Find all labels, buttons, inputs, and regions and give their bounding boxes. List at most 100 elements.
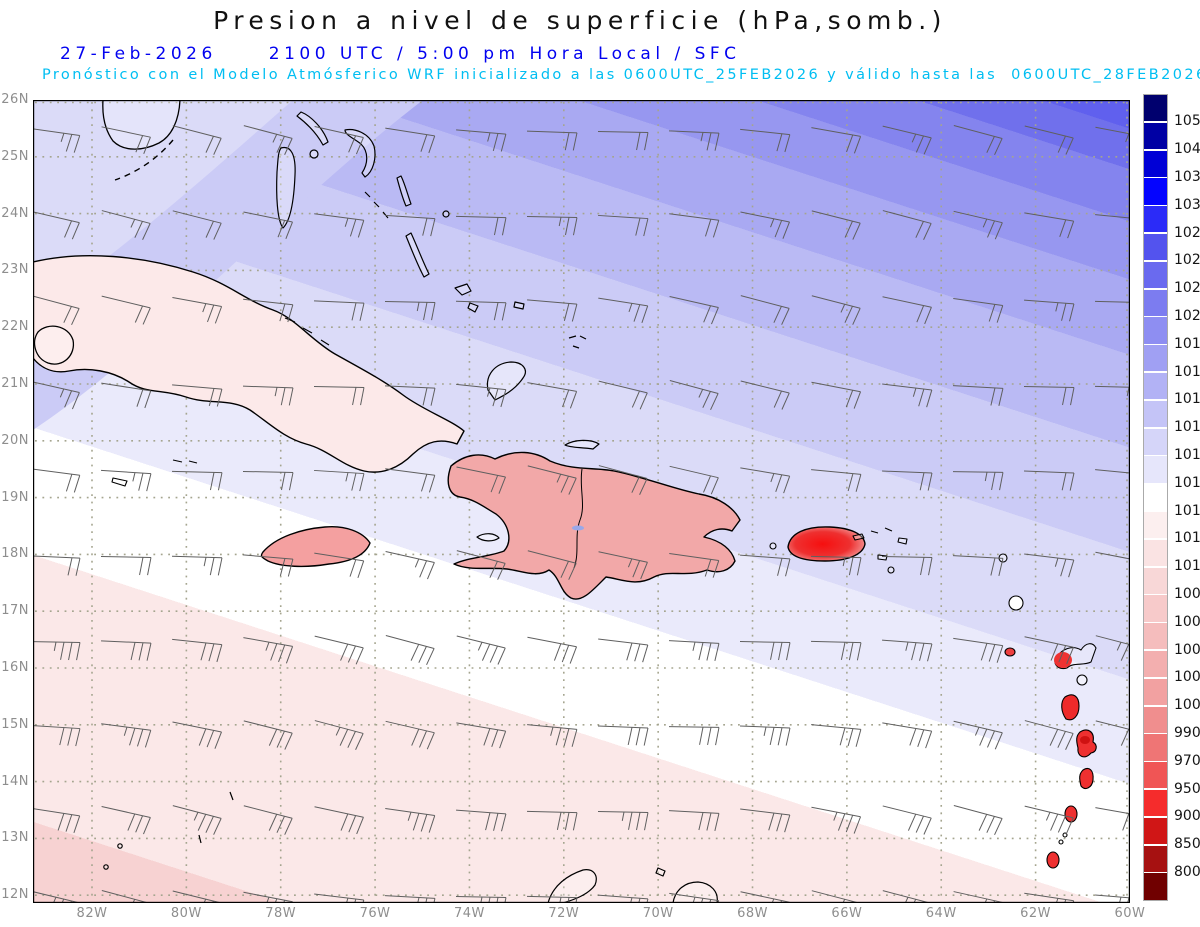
barb-tick: [73, 475, 81, 493]
wind-barb: [740, 295, 790, 325]
wind-barb: [953, 637, 1004, 663]
barb-tick: [568, 563, 577, 580]
barb-tick: [1070, 387, 1075, 406]
lesser-antilles: [998, 553, 1097, 869]
barb-tick: [564, 812, 570, 831]
wind-barb: [385, 720, 435, 750]
wind-barb: [811, 469, 862, 492]
barb-half-tick: [770, 473, 775, 483]
colorbar-label: 1010: [1174, 558, 1200, 575]
barb-tick: [1049, 729, 1059, 746]
barb-tick: [351, 472, 357, 491]
barb-tick: [493, 813, 499, 831]
lon-label: 76W: [359, 906, 391, 921]
wind-barb: [385, 807, 436, 833]
barb-half-tick: [477, 642, 483, 651]
barb-tick: [853, 816, 862, 834]
wind-barb: [172, 805, 222, 835]
barb-tick: [276, 136, 285, 153]
barb-tick: [1061, 472, 1067, 491]
barb-tick: [845, 390, 854, 408]
barb-tick: [986, 816, 995, 833]
barb-tick: [911, 642, 917, 661]
barb-tick: [1120, 729, 1130, 746]
lat-label: 15N: [1, 716, 29, 732]
colorbar-segment: [1144, 762, 1167, 789]
barb-tick: [909, 728, 917, 746]
barb-tick: [146, 473, 152, 492]
island-florida: [102, 99, 181, 181]
barb-tick: [428, 815, 436, 833]
barb-tick: [924, 307, 932, 325]
barb-tick: [770, 642, 775, 660]
barb-half-tick: [203, 557, 207, 567]
barb-tick: [143, 817, 151, 835]
barb-tick: [698, 812, 704, 831]
barb-tick: [769, 727, 775, 746]
barb-tick: [214, 731, 222, 749]
barb-tick: [775, 474, 783, 492]
barb-tick: [213, 818, 222, 835]
barb-tick: [998, 558, 1004, 577]
wind-barb: [881, 470, 933, 491]
barb-tick: [920, 557, 925, 576]
barb-tick: [699, 727, 704, 745]
barb-half-tick: [558, 217, 562, 227]
wind-barb: [243, 637, 294, 664]
barb-tick: [556, 812, 562, 830]
barb-tick: [205, 816, 214, 833]
barb-tick: [703, 475, 712, 493]
florida-keys: [114, 139, 174, 181]
barb-tick: [270, 643, 278, 661]
colorbar-label: 900: [1174, 808, 1200, 825]
barb-tick: [67, 727, 73, 746]
barb-tick: [206, 730, 215, 748]
barb-tick: [501, 302, 507, 321]
barb-tick: [1059, 219, 1067, 237]
barb-half-tick: [130, 219, 136, 228]
colorbar-label: 1013: [1174, 502, 1200, 519]
barb-tick: [501, 813, 507, 832]
colorbar-segment: [1144, 372, 1167, 400]
barb-tick: [426, 732, 435, 750]
barb-tick: [644, 132, 649, 151]
barb-tick: [714, 813, 720, 832]
barb-tick: [564, 217, 570, 236]
wind-barb: [953, 805, 1003, 835]
barb-tick: [347, 731, 356, 748]
pressure-colorbar: [1143, 94, 1168, 901]
colorbar-segment: [1144, 511, 1167, 539]
wind-barb: [30, 210, 80, 240]
barb-half-tick: [912, 387, 917, 397]
wind-barb: [952, 471, 1004, 491]
barb-tick: [1122, 813, 1130, 831]
lon-label: 66W: [831, 906, 863, 921]
wind-barb: [740, 467, 791, 494]
colorbar-segment: [1144, 873, 1167, 900]
barb-tick: [67, 557, 73, 576]
barb-tick: [855, 474, 862, 492]
barb-tick: [1057, 135, 1066, 153]
wind-barb: [242, 385, 294, 406]
barb-tick: [563, 728, 570, 747]
wind-barb: [1023, 470, 1075, 491]
barb-tick: [498, 476, 506, 494]
barb-half-tick: [272, 134, 278, 143]
colorbar-segment: [1144, 400, 1167, 428]
barb-tick: [710, 393, 719, 410]
barb-tick: [63, 306, 72, 323]
wind-barbs: [29, 125, 1146, 920]
barb-half-tick: [53, 641, 57, 651]
barb-tick: [130, 642, 136, 661]
barb-tick: [845, 815, 854, 833]
wind-barb: [598, 214, 649, 237]
wind-barb: [669, 213, 720, 238]
barb-tick: [784, 814, 791, 833]
barb-half-tick: [416, 302, 420, 312]
wind-barb: [314, 552, 365, 579]
barb-tick: [285, 646, 294, 664]
barb-half-tick: [833, 812, 838, 821]
barb-tick: [852, 308, 861, 325]
colorbar-segment: [1144, 289, 1167, 316]
barb-tick: [631, 476, 640, 493]
